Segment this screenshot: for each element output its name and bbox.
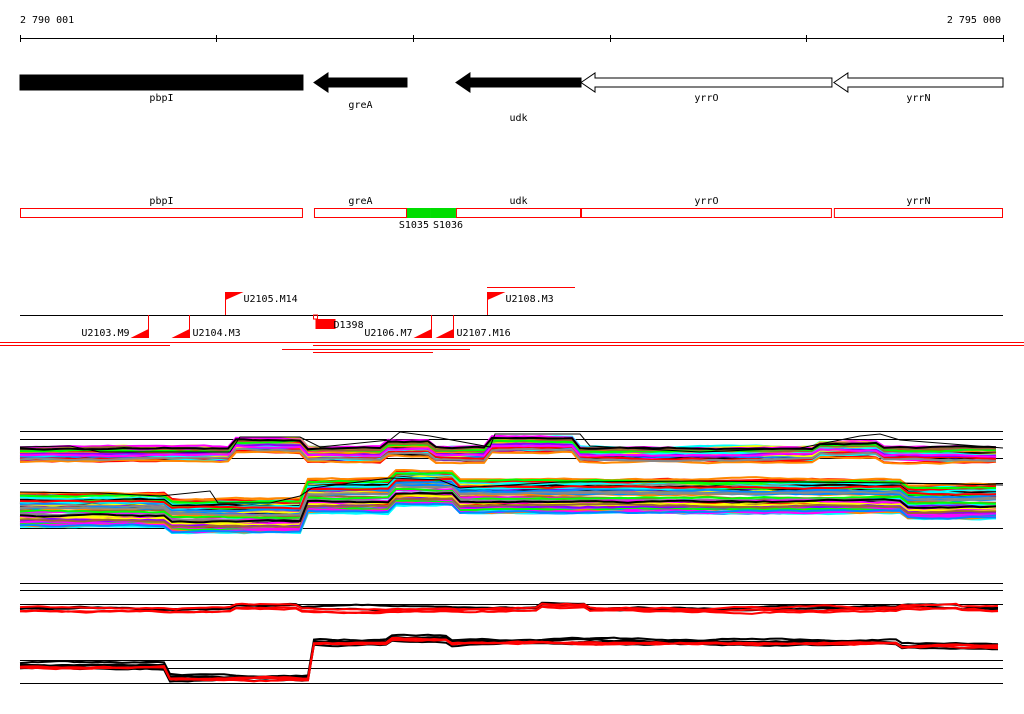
gene-label-yrrO: yrrO [694,93,718,104]
marker-label: U2108.M3 [506,294,554,305]
marker-label: U2103.M9 [81,328,129,339]
gene-arrow-greA[interactable] [313,72,408,93]
gene-arrow-yrrN[interactable] [832,72,1004,93]
profile-line [19,480,997,513]
profile-line [19,439,997,454]
ruler-end-label: 2 795 000 [947,15,1001,26]
marker-track[interactable]: U2105.M14 U2108.M3 U2103.M9 U2104.M3 U2106.M… [0,287,1024,353]
marker-label: U2104.M3 [193,328,241,339]
profile-line [19,639,999,683]
profile-line [19,444,997,458]
marker-flag[interactable] [171,329,190,338]
gene-track[interactable]: pbpI greA udk yrrO yrrN [19,72,1004,124]
gene-box-label-pbpI: pbpI [149,196,173,207]
marker-flag[interactable] [487,292,506,300]
max-profile-line [19,431,1004,453]
gene-arrow-pbpI[interactable] [19,74,304,91]
gene-box-label-greA: greA [348,196,372,207]
profile-line [19,477,997,510]
marker-label: U2107.M16 [457,328,511,339]
gene-box-yrrN[interactable] [833,208,1004,218]
gene-box-greA[interactable] [313,208,407,218]
ruler [20,35,1004,42]
gene-box-pbpI[interactable] [20,208,303,218]
profile-line [19,447,997,463]
profile-line [19,637,999,683]
marker-flag[interactable] [413,329,432,338]
profile-line [19,487,997,520]
profile-line [19,604,999,615]
gene-box-label-udk: udk [509,196,527,207]
marker-box[interactable] [315,319,336,329]
profile-line [19,602,999,611]
max-profile-line [19,477,1004,504]
gene-box-udk[interactable] [455,208,582,218]
profile-line [19,502,997,534]
segment-label-S1035: S1035 [399,220,429,231]
marker-label: D1398 [334,320,364,331]
marker-flag[interactable] [225,292,244,300]
marker-flag[interactable] [435,329,454,338]
gene-box-label-yrrO: yrrO [694,196,718,207]
profile-line [19,499,997,532]
gene-arrow-yrrO[interactable] [580,72,833,93]
profile-line [19,436,997,451]
profile-line [19,450,996,465]
segment-S1035[interactable] [406,208,431,218]
marker-flag[interactable] [130,329,149,338]
segment-track[interactable]: pbpI greA udk yrrO yrrN S1035 S1036 [20,196,1004,231]
expression-profiles-panel [19,431,1004,535]
marker-label: U2105.M14 [244,294,298,305]
marker-box-anchor [313,314,318,320]
profile-line [19,485,997,517]
gene-label-yrrN: yrrN [906,93,930,104]
gene-label-pbpI: pbpI [149,93,173,104]
segment-S1036[interactable] [430,208,456,218]
profile-line [19,497,997,529]
summary-profiles-panel [19,583,1003,684]
segment-label-S1036: S1036 [433,220,463,231]
marker-label: U2106.M7 [364,328,412,339]
gene-box-label-yrrN: yrrN [906,196,930,207]
gene-label-udk: udk [509,113,527,124]
gene-label-greA: greA [348,100,372,111]
gene-box-yrrO[interactable] [581,208,832,218]
profile-line [19,491,997,524]
gene-arrow-udk[interactable] [455,72,582,93]
ruler-start-label: 2 790 001 [20,15,74,26]
